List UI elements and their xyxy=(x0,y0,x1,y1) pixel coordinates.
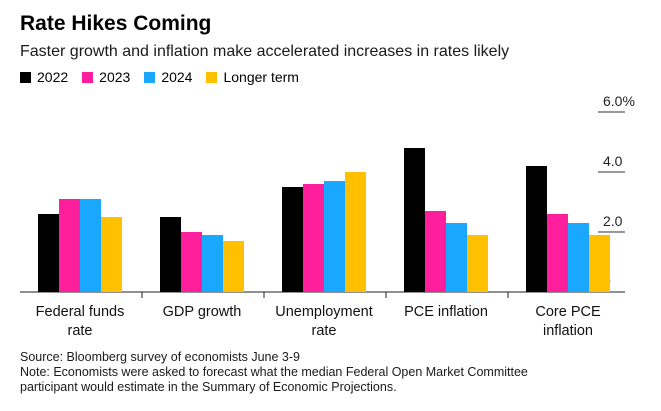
bar xyxy=(80,199,101,292)
bar xyxy=(223,241,244,292)
legend-label: 2023 xyxy=(99,69,131,85)
bar xyxy=(181,232,202,292)
legend-label: Longer term xyxy=(223,69,299,85)
category-label: Federal funds xyxy=(36,304,125,320)
bar xyxy=(345,172,366,292)
category-label: Core PCE xyxy=(535,304,601,320)
bar xyxy=(589,235,610,292)
y-tick-label: 4.0 xyxy=(603,153,623,169)
chart-title: Rate Hikes Coming xyxy=(20,12,212,35)
bar xyxy=(160,217,181,292)
bar xyxy=(526,166,547,292)
bar xyxy=(568,223,589,292)
legend: 2022 2023 2024 Longer term xyxy=(20,69,299,85)
category-label: rate xyxy=(312,323,337,339)
legend-swatch xyxy=(206,71,218,83)
legend-swatch xyxy=(20,71,31,83)
category-label: Unemployment xyxy=(275,304,373,320)
legend-item-longer-term: Longer term xyxy=(206,69,299,85)
chart-subtitle: Faster growth and inflation make acceler… xyxy=(20,43,510,60)
legend-swatch xyxy=(82,71,94,83)
bar xyxy=(324,181,345,292)
y-tick-label: 2.0 xyxy=(603,213,623,229)
bar xyxy=(202,235,223,292)
category-label: GDP growth xyxy=(163,304,242,320)
category-label: PCE inflation xyxy=(404,304,488,320)
bar xyxy=(38,214,59,292)
legend-item-2022: 2022 xyxy=(20,69,68,85)
note-line: participant would estimate in the Summar… xyxy=(20,380,397,394)
y-tick-label: 6.0% xyxy=(603,93,635,109)
bar xyxy=(282,187,303,292)
bar xyxy=(547,214,568,292)
legend-item-2024: 2024 xyxy=(144,69,192,85)
note-line: Note: Economists were asked to forecast … xyxy=(20,365,528,379)
footnotes: Source: Bloomberg survey of economists J… xyxy=(20,350,528,395)
source-note: Source: Bloomberg survey of economists J… xyxy=(20,350,300,364)
bar xyxy=(446,223,467,292)
legend-label: 2024 xyxy=(161,69,193,85)
bar xyxy=(467,235,488,292)
category-label: inflation xyxy=(543,323,593,339)
bar xyxy=(425,211,446,292)
legend-item-2023: 2023 xyxy=(82,69,130,85)
category-label: rate xyxy=(68,323,93,339)
bar xyxy=(303,184,324,292)
bar xyxy=(59,199,80,292)
legend-label: 2022 xyxy=(37,69,69,85)
legend-swatch xyxy=(144,71,156,83)
bar xyxy=(101,217,122,292)
bar xyxy=(404,148,425,292)
